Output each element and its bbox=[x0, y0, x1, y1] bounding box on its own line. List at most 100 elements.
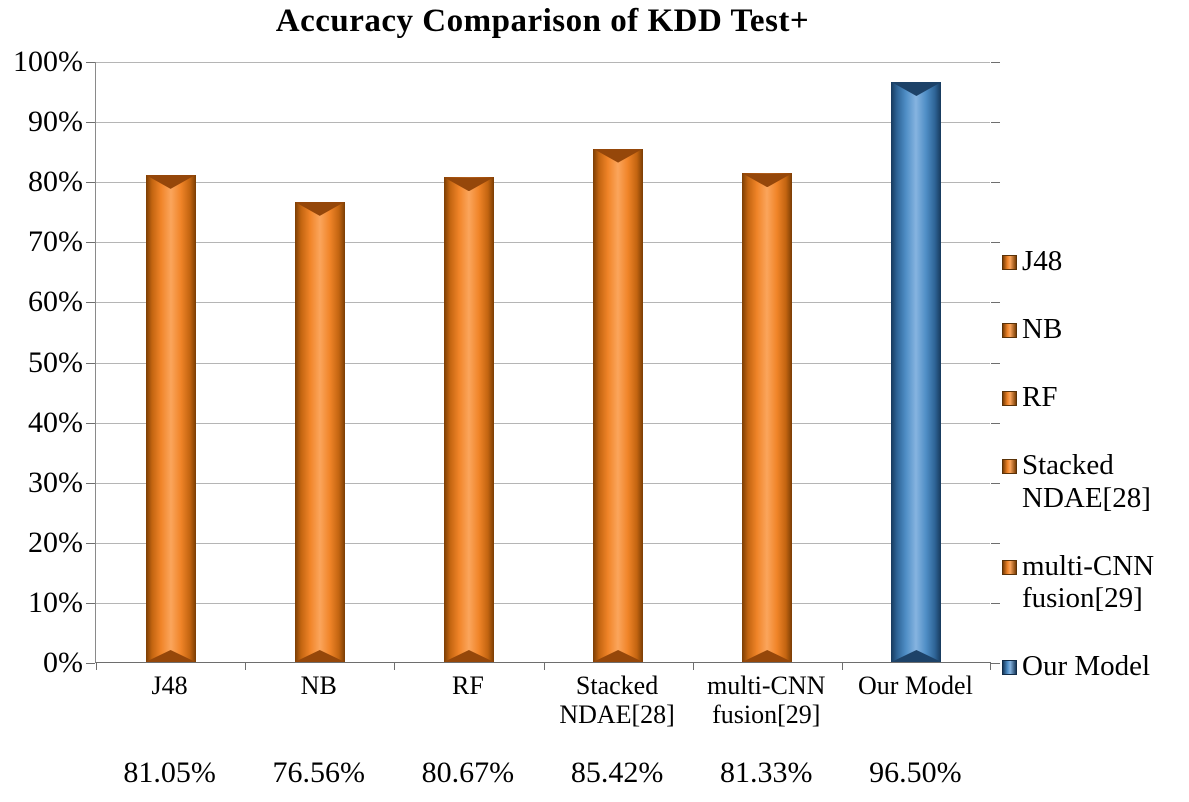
gridline-80 bbox=[96, 182, 990, 184]
gridline-10 bbox=[96, 602, 990, 604]
legend-label: Stacked NDAE[28] bbox=[1022, 449, 1151, 514]
legend-label-line: Our Model bbox=[1022, 650, 1151, 683]
gridline-50 bbox=[96, 362, 990, 364]
legend-label-line: Stacked bbox=[1022, 449, 1114, 482]
gridline-100 bbox=[96, 62, 990, 63]
gridline-70 bbox=[96, 242, 990, 244]
bar-top-cap bbox=[443, 177, 494, 192]
bar-nb bbox=[294, 201, 345, 662]
legend-label-line: fusion[29] bbox=[1022, 582, 1143, 615]
legend-label: NB bbox=[1022, 313, 1062, 345]
y-axis-label-40: 40% bbox=[28, 405, 83, 439]
legend-label: multi-CNN fusion[29] bbox=[1022, 550, 1154, 615]
bar-top-cap bbox=[145, 174, 196, 189]
value-label-nb: 76.56% bbox=[272, 756, 365, 789]
bar-j48 bbox=[145, 174, 196, 662]
value-label-our-model: 96.50% bbox=[869, 756, 962, 789]
value-label-multi-cnn-fusion-29: 81.33% bbox=[719, 756, 813, 789]
bar-top-cap bbox=[891, 82, 942, 97]
x-axis-tick bbox=[990, 662, 991, 670]
y-axis-tick-right bbox=[991, 542, 1000, 544]
legend-marker-icon bbox=[1002, 559, 1017, 575]
bar-rf bbox=[443, 177, 494, 662]
y-axis-tick-right bbox=[991, 62, 1000, 63]
bar-bottom-cap bbox=[593, 650, 644, 662]
y-axis-tick-right bbox=[991, 422, 1000, 424]
x-axis-tick bbox=[543, 662, 545, 670]
bar-top-cap bbox=[742, 173, 793, 188]
legend-label-line: RF bbox=[1022, 381, 1058, 414]
category-label-stacked-ndae-28: Stacked NDAE[28] bbox=[543, 671, 692, 730]
y-axis-label-90: 90% bbox=[28, 105, 83, 139]
legend-label-line: NDAE[28] bbox=[1022, 481, 1151, 514]
y-axis-tick-right bbox=[991, 602, 1000, 604]
bar-bottom-cap bbox=[294, 650, 345, 662]
bar-top-cap bbox=[294, 201, 345, 216]
y-axis-tick-left bbox=[86, 242, 95, 244]
bar-bottom-cap bbox=[443, 650, 494, 662]
y-axis-tick-left bbox=[86, 122, 95, 124]
category-label-line: multi-CNN bbox=[707, 671, 826, 700]
bar-stacked-ndae-28 bbox=[593, 148, 644, 662]
legend-label: Our Model bbox=[1022, 650, 1150, 682]
y-axis-tick-right bbox=[991, 302, 1000, 304]
category-label-our-model: Our Model bbox=[841, 671, 990, 700]
legend-label: J48 bbox=[1022, 245, 1062, 277]
legend-marker-icon bbox=[1002, 660, 1017, 676]
y-axis-label-100: 100% bbox=[13, 45, 83, 78]
y-axis-tick-right bbox=[991, 482, 1000, 484]
x-axis-tick bbox=[394, 662, 396, 670]
bar-top-cap bbox=[593, 148, 644, 163]
y-axis-tick-right bbox=[991, 122, 1000, 124]
legend-item-j48: J48 bbox=[1002, 245, 1188, 277]
category-label-line: fusion[29] bbox=[712, 700, 821, 730]
y-axis-tick-left bbox=[86, 62, 95, 63]
bar-bottom-cap bbox=[742, 650, 793, 662]
y-axis-label-0: 0% bbox=[43, 646, 83, 679]
x-axis-category-labels: J48 NB RF Stacked NDAE[28] multi-CNN fusion[29… bbox=[95, 671, 990, 735]
legend-item-rf: RF bbox=[1002, 381, 1188, 413]
value-label-rf: 80.67% bbox=[421, 756, 515, 789]
category-label-line: Our Model bbox=[857, 671, 973, 700]
y-axis-tick-left bbox=[86, 182, 95, 184]
category-label-line: Stacked bbox=[575, 671, 659, 700]
x-axis-tick bbox=[841, 662, 843, 670]
plot-area bbox=[86, 62, 1000, 670]
gridline-30 bbox=[96, 482, 990, 484]
category-label-nb: NB bbox=[244, 671, 393, 700]
gridline-60 bbox=[96, 302, 990, 304]
value-label-j48: 81.05% bbox=[123, 756, 216, 789]
bar-bottom-cap bbox=[145, 650, 196, 662]
category-label-line: NDAE[28] bbox=[559, 700, 675, 730]
x-axis-tick bbox=[245, 662, 247, 670]
y-axis-tick-left bbox=[86, 663, 95, 664]
legend-marker-icon bbox=[1002, 255, 1017, 270]
value-label-stacked-ndae-28: 85.42% bbox=[570, 756, 664, 789]
y-axis-label-50: 50% bbox=[28, 345, 83, 379]
legend-label: RF bbox=[1022, 381, 1057, 413]
y-axis-tick-left bbox=[86, 482, 95, 484]
y-axis-tick-right bbox=[991, 182, 1000, 184]
y-axis-label-30: 30% bbox=[28, 465, 83, 499]
category-label-j48: J48 bbox=[95, 671, 244, 700]
legend-label-line: J48 bbox=[1022, 245, 1063, 277]
y-axis-tick-left bbox=[86, 542, 95, 544]
legend-item-our-model: Our Model bbox=[1002, 650, 1188, 682]
bar-value-labels: 81.05% 76.56% 80.67% 85.42% 81.33% 96.50% bbox=[95, 756, 990, 796]
gridline-90 bbox=[96, 122, 990, 124]
x-axis-tick bbox=[96, 662, 97, 670]
gridline-20 bbox=[96, 542, 990, 544]
chart-title: Accuracy Comparison of KDD Test+ bbox=[275, 3, 810, 39]
legend-marker-icon bbox=[1002, 323, 1017, 339]
y-axis-label-80: 80% bbox=[28, 165, 83, 199]
y-axis-label-60: 60% bbox=[28, 285, 83, 319]
y-axis: 0% 10% 20% 30% 40% 50% 60% 70% 80% 90% 100% bbox=[0, 45, 90, 679]
y-axis-label-70: 70% bbox=[28, 225, 83, 259]
category-label-line: RF bbox=[452, 671, 484, 700]
gridline-40 bbox=[96, 422, 990, 424]
y-axis-label-20: 20% bbox=[28, 525, 83, 559]
legend-item-nb: NB bbox=[1002, 313, 1188, 345]
y-axis-tick-left bbox=[86, 602, 95, 604]
legend-label-line: NB bbox=[1022, 313, 1063, 346]
